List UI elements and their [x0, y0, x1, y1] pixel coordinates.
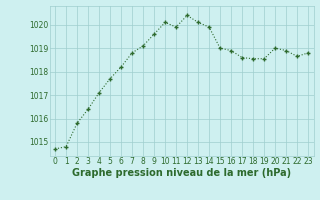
- X-axis label: Graphe pression niveau de la mer (hPa): Graphe pression niveau de la mer (hPa): [72, 168, 291, 178]
